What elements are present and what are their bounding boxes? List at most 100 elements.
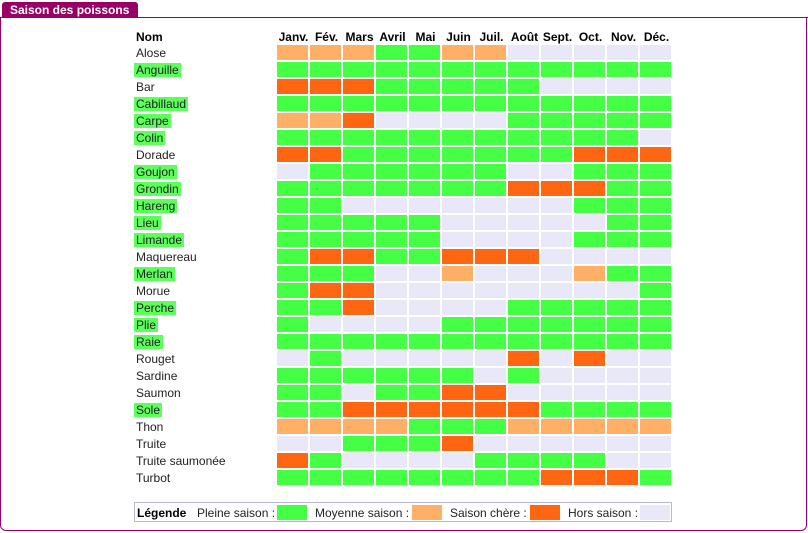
season-cell <box>409 283 441 299</box>
season-cell <box>541 402 573 418</box>
season-cell <box>409 147 441 163</box>
season-cell <box>442 368 474 384</box>
fish-name: Sole <box>134 403 163 417</box>
season-cell <box>574 79 606 95</box>
season-cell <box>574 113 606 129</box>
season-cell <box>409 232 441 248</box>
season-cell <box>640 334 672 350</box>
season-cell <box>574 249 606 265</box>
season-cell <box>409 368 441 384</box>
season-cell <box>310 96 342 112</box>
season-cell <box>310 402 342 418</box>
season-cell <box>376 351 408 367</box>
season-cell <box>607 96 639 112</box>
season-cell <box>277 232 309 248</box>
fish-name: Truite <box>136 437 167 451</box>
legend-swatch-moyenne-saison <box>412 505 442 520</box>
season-cell <box>508 453 540 469</box>
legend-label-saison-chere: Saison chère : <box>450 506 527 520</box>
season-cell <box>310 283 342 299</box>
month-header: Mars <box>345 30 374 44</box>
season-cell <box>541 181 573 197</box>
season-cell <box>277 164 309 180</box>
season-cell <box>442 198 474 214</box>
fish-name: Plie <box>134 318 159 332</box>
season-cell <box>607 130 639 146</box>
name-column-header: Nom <box>136 30 163 44</box>
season-cell <box>277 45 309 61</box>
season-cell <box>574 62 606 78</box>
season-cell <box>541 215 573 231</box>
season-cell <box>508 402 540 418</box>
season-cell <box>475 266 507 282</box>
season-cell <box>508 249 540 265</box>
season-cell <box>277 453 309 469</box>
season-cell <box>376 368 408 384</box>
season-cell <box>343 113 375 129</box>
season-cell <box>343 436 375 452</box>
season-cell <box>409 45 441 61</box>
fish-name: Raie <box>134 335 163 349</box>
season-cell <box>475 45 507 61</box>
season-cell <box>640 96 672 112</box>
season-cell <box>607 453 639 469</box>
season-cell <box>541 79 573 95</box>
legend-swatch-saison-chere <box>530 505 560 520</box>
season-cell <box>607 62 639 78</box>
fish-name: Colin <box>134 131 166 145</box>
season-cell <box>640 436 672 452</box>
season-cell <box>607 147 639 163</box>
season-cell <box>607 317 639 333</box>
season-cell <box>343 266 375 282</box>
season-cell <box>508 147 540 163</box>
season-cell <box>442 147 474 163</box>
season-cell <box>343 249 375 265</box>
season-cell <box>607 181 639 197</box>
season-cell <box>508 351 540 367</box>
season-cell <box>442 402 474 418</box>
month-header: Nov. <box>610 30 637 44</box>
season-cell <box>343 215 375 231</box>
season-cell <box>640 419 672 435</box>
season-cell <box>310 62 342 78</box>
season-cell <box>343 300 375 316</box>
season-cell <box>574 368 606 384</box>
season-cell <box>343 351 375 367</box>
season-cell <box>607 198 639 214</box>
season-cell <box>442 113 474 129</box>
season-cell <box>310 368 342 384</box>
season-cell <box>277 113 309 129</box>
season-cell <box>607 402 639 418</box>
season-cell <box>277 249 309 265</box>
season-cell <box>343 453 375 469</box>
season-cell <box>640 130 672 146</box>
season-cell <box>343 232 375 248</box>
fish-name: Limande <box>134 233 185 247</box>
season-cell <box>541 368 573 384</box>
season-cell <box>376 317 408 333</box>
season-cell <box>409 436 441 452</box>
season-cell <box>607 283 639 299</box>
season-cell <box>574 96 606 112</box>
season-cell <box>376 283 408 299</box>
season-cell <box>607 232 639 248</box>
season-cell <box>574 436 606 452</box>
season-cell <box>376 147 408 163</box>
season-cell <box>574 232 606 248</box>
season-cell <box>574 283 606 299</box>
season-cell <box>442 215 474 231</box>
season-cell <box>574 181 606 197</box>
season-cell <box>376 181 408 197</box>
season-cell <box>607 351 639 367</box>
season-cell <box>376 419 408 435</box>
season-cell <box>409 215 441 231</box>
season-cell <box>376 62 408 78</box>
season-cell <box>343 470 375 486</box>
season-cell <box>541 198 573 214</box>
season-cell <box>310 334 342 350</box>
season-cell <box>343 334 375 350</box>
legend-label-pleine-saison: Pleine saison : <box>197 506 276 520</box>
season-cell <box>277 215 309 231</box>
season-cell <box>640 266 672 282</box>
month-header: Juil. <box>479 30 504 44</box>
